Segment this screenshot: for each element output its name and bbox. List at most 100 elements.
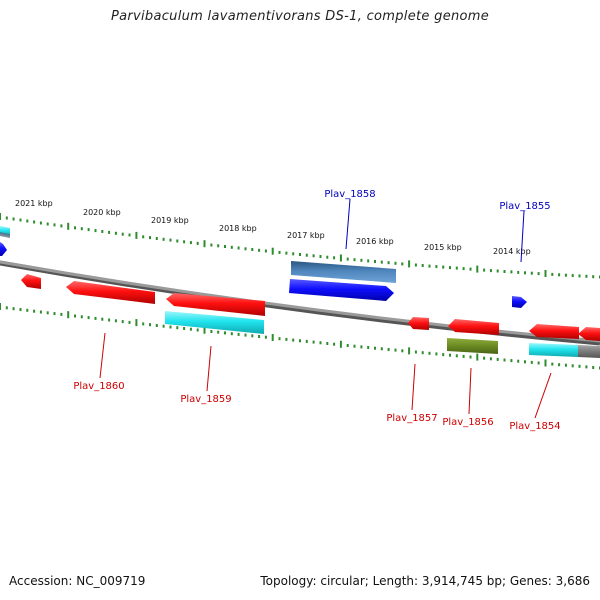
gene-plav-1859-rna[interactable]: [165, 311, 264, 334]
lower-scale-minor-tick: [80, 315, 83, 319]
upper-scale-minor-tick: [149, 236, 151, 240]
kbp-label-2018: 2018 kbp: [219, 224, 257, 233]
gene-plav-1858[interactable]: [289, 279, 394, 301]
upper-scale-minor-tick: [217, 244, 220, 248]
lower-scale-ticks: [0, 303, 600, 370]
lower-scale-minor-tick: [258, 335, 261, 338]
upper-scale-minor-tick: [183, 240, 186, 244]
lower-scale-minor-tick: [292, 338, 295, 342]
upper-scale-minor-tick: [176, 239, 179, 243]
upper-scale-minor-tick: [469, 267, 472, 271]
upper-scale-minor-tick: [251, 248, 254, 251]
lower-scale-minor-tick: [517, 359, 520, 363]
gene-label-plav-1860[interactable]: Plav_1860: [73, 381, 124, 392]
upper-scale-minor-tick: [292, 252, 295, 256]
genome-backbone: [0, 260, 600, 343]
lower-scale-minor-tick: [394, 348, 397, 352]
lower-scale-major-tick: [135, 319, 138, 327]
lower-scale-major-tick: [271, 334, 274, 341]
lower-scale-minor-tick: [387, 348, 390, 351]
gene-plav-1856[interactable]: [447, 338, 498, 354]
lower-scale-minor-tick: [510, 359, 513, 363]
callout-line-plav-1857: [411, 363, 416, 411]
kbp-label-2020: 2020 kbp: [83, 208, 121, 217]
gene-label-plav-1858[interactable]: Plav_1858: [324, 189, 375, 200]
gene-label-plav-1855[interactable]: Plav_1855: [499, 201, 550, 212]
gene-plav-1855[interactable]: [512, 296, 527, 308]
gene-label-plav-1859[interactable]: Plav_1859: [180, 394, 231, 405]
lower-scale-minor-tick: [101, 317, 104, 321]
gene-edge-blue[interactable]: [0, 242, 7, 256]
lower-scale-minor-tick: [421, 351, 424, 355]
lower-scale-minor-tick: [564, 363, 567, 367]
gene-plav-1857[interactable]: [408, 317, 429, 330]
gene-edge-steel[interactable]: [0, 232, 10, 238]
lower-scale-minor-tick: [428, 351, 431, 355]
callout-line-plav-1856: [468, 367, 472, 415]
upper-scale-minor-tick: [524, 271, 526, 275]
lower-scale-minor-tick: [346, 344, 349, 347]
lower-scale-minor-tick: [312, 340, 315, 344]
upper-scale-major-tick: [339, 254, 342, 262]
lower-scale-minor-tick: [162, 324, 165, 328]
gene-label-plav-1854[interactable]: Plav_1854: [509, 421, 560, 432]
lower-scale-minor-tick: [94, 316, 97, 320]
kbp-label-2021: 2021 kbp: [15, 199, 53, 208]
lower-scale-minor-tick: [442, 353, 445, 357]
lower-scale-minor-tick: [592, 366, 595, 369]
lower-scale-minor-tick: [299, 339, 301, 343]
gene-plav-1859[interactable]: [166, 293, 265, 316]
upper-scale-minor-tick: [101, 230, 104, 233]
callout-line-plav-1854: [534, 372, 552, 419]
kbp-label-2017: 2017 kbp: [287, 231, 325, 240]
lower-scale-minor-tick: [578, 364, 581, 368]
lower-scale-major-tick: [203, 326, 206, 334]
lower-scale-minor-tick: [558, 363, 561, 367]
lower-scale-minor-tick: [33, 309, 36, 313]
upper-scale-major-tick: [135, 231, 138, 239]
lower-scale-minor-tick: [183, 327, 186, 330]
lower-scale-minor-tick: [169, 325, 172, 329]
lower-scale-minor-tick: [380, 347, 383, 351]
upper-scale-minor-tick: [564, 273, 567, 277]
upper-scale-minor-tick: [578, 274, 581, 278]
lower-scale-minor-tick: [537, 361, 540, 365]
lower-scale-minor-tick: [503, 358, 506, 362]
gene-plav-1860[interactable]: [66, 281, 155, 304]
gene-edge-gray[interactable]: [578, 345, 600, 358]
lower-scale-minor-tick: [74, 314, 76, 318]
lower-scale-minor-tick: [19, 308, 22, 311]
gene-label-plav-1857[interactable]: Plav_1857: [386, 413, 437, 424]
lower-scale-minor-tick: [483, 356, 486, 360]
callout-line-plav-1859: [206, 345, 212, 392]
lower-scale-minor-tick: [462, 354, 465, 358]
callout-line-plav-1858: [345, 198, 351, 250]
gene-plav-1854[interactable]: [529, 324, 579, 339]
lower-scale-minor-tick: [469, 355, 472, 359]
lower-scale-major-tick: [67, 311, 70, 319]
lower-scale-major-tick: [339, 340, 342, 348]
upper-scale-minor-tick: [455, 266, 458, 270]
lower-scale-major-tick: [476, 353, 479, 361]
gene-plav-1854-rna[interactable]: [529, 343, 578, 357]
upper-scale-minor-tick: [380, 260, 383, 264]
upper-scale-minor-tick: [108, 230, 111, 234]
kbp-label-2016: 2016 kbp: [356, 237, 394, 246]
lower-scale-minor-tick: [53, 312, 56, 316]
upper-scale-minor-tick: [189, 241, 192, 245]
gene-plav-1856-red[interactable]: [448, 319, 499, 335]
gene-plav-1858-rna[interactable]: [291, 261, 396, 283]
lower-scale-minor-tick: [39, 310, 42, 314]
lower-scale-minor-tick: [524, 360, 526, 364]
gene-label-plav-1856[interactable]: Plav_1856: [442, 417, 493, 428]
gene-small-red[interactable]: [21, 274, 41, 289]
upper-scale-minor-tick: [312, 254, 315, 258]
upper-scale-minor-tick: [530, 271, 533, 275]
upper-scale-minor-tick: [496, 269, 499, 273]
lower-scale-minor-tick: [496, 357, 499, 361]
upper-scale-minor-tick: [19, 218, 22, 222]
upper-scale-minor-tick: [299, 253, 301, 256]
gene-edge-red[interactable]: [578, 327, 600, 341]
lower-scale-minor-tick: [114, 319, 117, 323]
upper-scale-minor-tick: [360, 258, 363, 262]
